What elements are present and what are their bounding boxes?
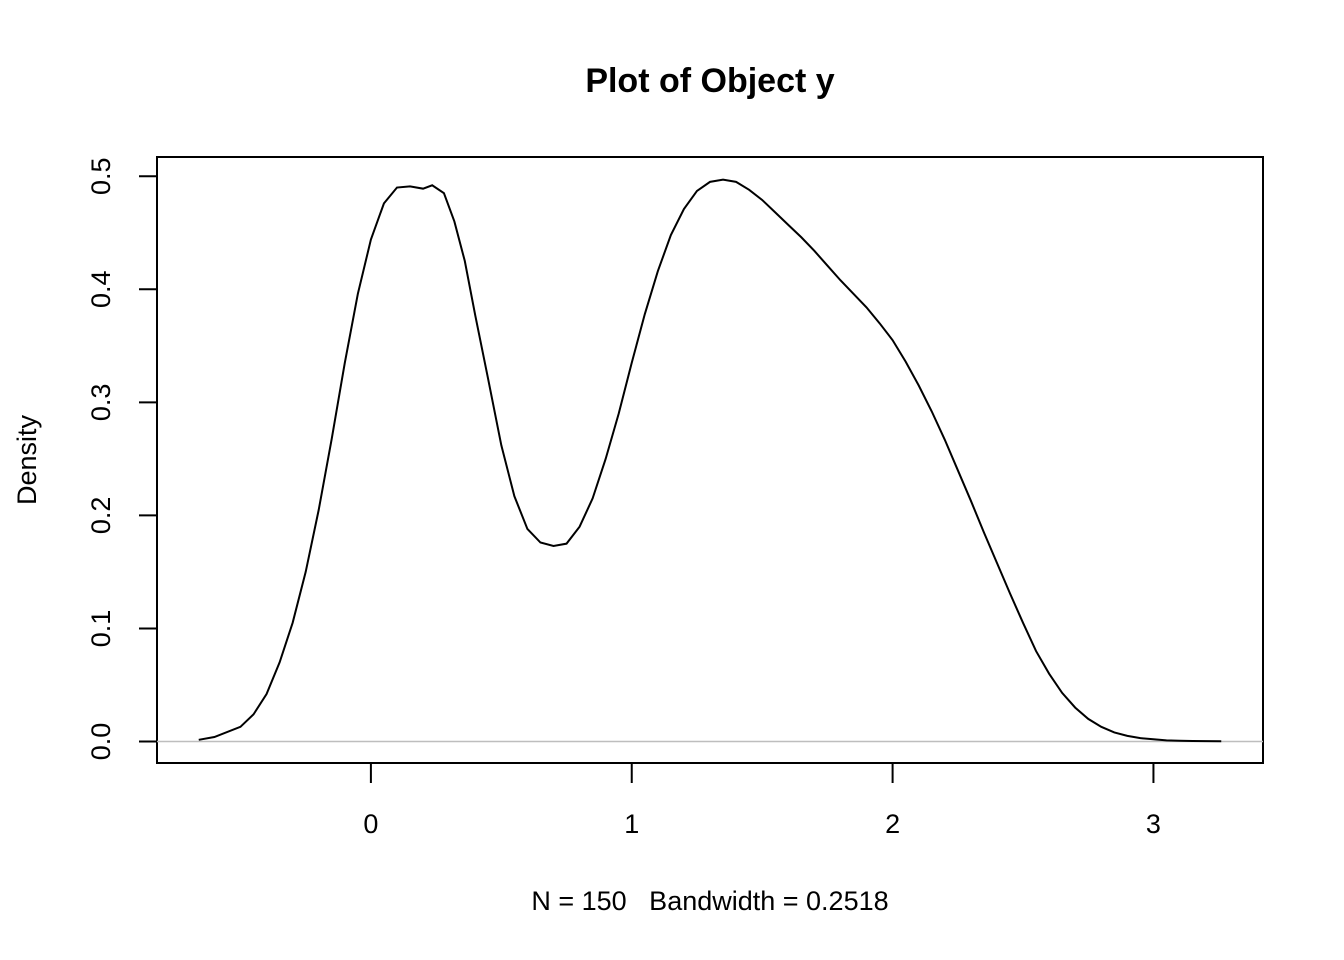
y-axis-label: Density <box>12 414 42 505</box>
y-tick-label: 0.2 <box>86 497 116 535</box>
y-tick-label: 0.1 <box>86 610 116 648</box>
y-tick-label: 0.3 <box>86 384 116 422</box>
y-tick-label: 0.0 <box>86 723 116 761</box>
x-tick-label: 1 <box>624 809 639 839</box>
x-tick-label: 0 <box>363 809 378 839</box>
plot-frame <box>156 156 1264 764</box>
x-axis: 0 1 2 3 <box>363 763 1161 839</box>
x-axis-label: N = 150 Bandwidth = 0.2518 <box>531 886 888 916</box>
y-axis: 0.0 0.1 0.2 0.3 0.4 0.5 <box>86 157 157 760</box>
chart-title: Plot of Object y <box>585 62 834 100</box>
y-tick-label: 0.5 <box>86 157 116 195</box>
density-curve <box>198 178 1222 743</box>
y-tick-label: 0.4 <box>86 271 116 309</box>
x-tick-label: 2 <box>885 809 900 839</box>
x-tick-label: 3 <box>1146 809 1161 839</box>
